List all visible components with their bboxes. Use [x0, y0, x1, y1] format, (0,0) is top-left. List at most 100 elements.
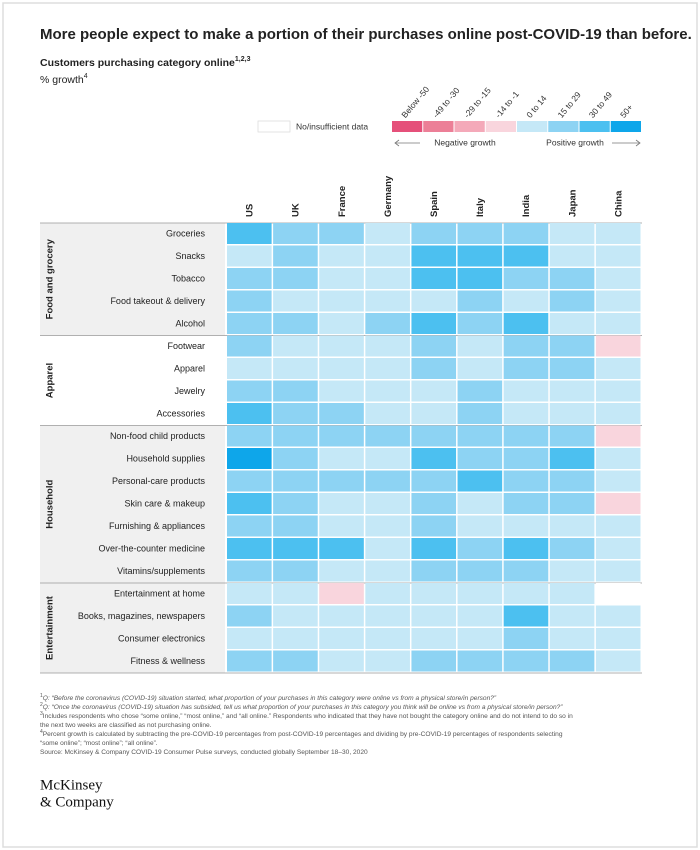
cell	[595, 628, 641, 649]
footnote-text: Includes respondents who chose “some onl…	[43, 713, 573, 720]
cell	[549, 470, 595, 492]
cell	[503, 358, 549, 379]
cell	[411, 425, 457, 447]
cell	[549, 425, 595, 447]
row-label: Books, magazines, newspapers	[78, 611, 206, 621]
cell	[411, 335, 457, 357]
legend-swatch	[579, 121, 610, 132]
unit-note: 4	[84, 73, 88, 80]
cell	[411, 605, 457, 627]
cell	[595, 493, 641, 514]
cell	[227, 358, 272, 379]
cell	[595, 403, 641, 424]
cell	[227, 538, 272, 559]
cell	[319, 223, 364, 244]
cell	[411, 358, 457, 379]
row-label: Accessories	[156, 409, 205, 419]
cell	[227, 268, 272, 289]
cell	[595, 605, 641, 627]
cell	[595, 290, 641, 312]
cell	[273, 560, 318, 582]
cell	[549, 268, 595, 289]
source: Source: McKinsey & Company COVID-19 Cons…	[40, 749, 368, 756]
cell	[273, 605, 318, 627]
cell	[595, 448, 641, 469]
cell	[549, 560, 595, 582]
column-label: Italy	[475, 197, 486, 217]
cell	[273, 403, 318, 424]
cell	[411, 313, 457, 334]
cell	[503, 560, 549, 582]
cell	[227, 380, 272, 402]
cell	[503, 245, 549, 267]
footnote: “some online”; “most online”; “all onlin…	[40, 740, 158, 747]
cell	[227, 560, 272, 582]
cell	[319, 425, 364, 447]
cell	[457, 290, 503, 312]
cell	[273, 223, 318, 244]
cell	[273, 358, 318, 379]
cell	[503, 628, 549, 649]
cell	[411, 245, 457, 267]
cell	[365, 290, 410, 312]
cell	[365, 515, 410, 537]
cell	[319, 358, 364, 379]
cell	[549, 380, 595, 402]
cell	[457, 448, 503, 469]
row-label: Tobacco	[171, 274, 205, 284]
column-label: Germany	[383, 175, 394, 217]
cell	[503, 583, 549, 604]
cell	[411, 290, 457, 312]
cell	[273, 425, 318, 447]
footnote: 3Includes respondents who chose “some on…	[40, 711, 573, 719]
cell	[457, 358, 503, 379]
cell	[365, 313, 410, 334]
cell	[595, 268, 641, 289]
legend-swatch	[454, 121, 485, 132]
cell	[549, 223, 595, 244]
cell	[273, 290, 318, 312]
unit-label: % growth4	[40, 73, 88, 86]
cell	[595, 335, 641, 357]
cell	[319, 628, 364, 649]
cell	[227, 515, 272, 537]
footnote-text: the next two weeks are classified as not…	[40, 722, 212, 729]
cell	[365, 538, 410, 559]
cell	[365, 380, 410, 402]
cell	[457, 335, 503, 357]
cell	[457, 268, 503, 289]
cell	[549, 448, 595, 469]
cell	[411, 268, 457, 289]
footnote-marker: 1	[40, 693, 43, 699]
footnote-text: “some online”; “most online”; “all onlin…	[40, 740, 158, 747]
cell	[411, 470, 457, 492]
column-label: US	[245, 204, 256, 217]
arrow-head	[635, 139, 641, 147]
cell	[503, 470, 549, 492]
cell	[273, 628, 318, 649]
row-label: Food takeout & delivery	[110, 296, 205, 306]
cell	[273, 313, 318, 334]
cell	[549, 403, 595, 424]
cell	[595, 380, 641, 402]
cell	[319, 583, 364, 604]
cell	[227, 245, 272, 267]
cell	[595, 538, 641, 559]
cell	[549, 650, 595, 672]
row-label: Entertainment at home	[114, 589, 205, 599]
cell	[457, 628, 503, 649]
cell	[503, 223, 549, 244]
cell	[319, 380, 364, 402]
cell	[457, 560, 503, 582]
cell	[503, 268, 549, 289]
cell	[273, 538, 318, 559]
cell	[549, 358, 595, 379]
cell	[273, 268, 318, 289]
subtitle: Customers purchasing category online1,2,…	[40, 56, 251, 69]
cell	[549, 628, 595, 649]
cell	[549, 245, 595, 267]
cell	[503, 290, 549, 312]
cell	[227, 628, 272, 649]
legend-swatch	[392, 121, 423, 132]
